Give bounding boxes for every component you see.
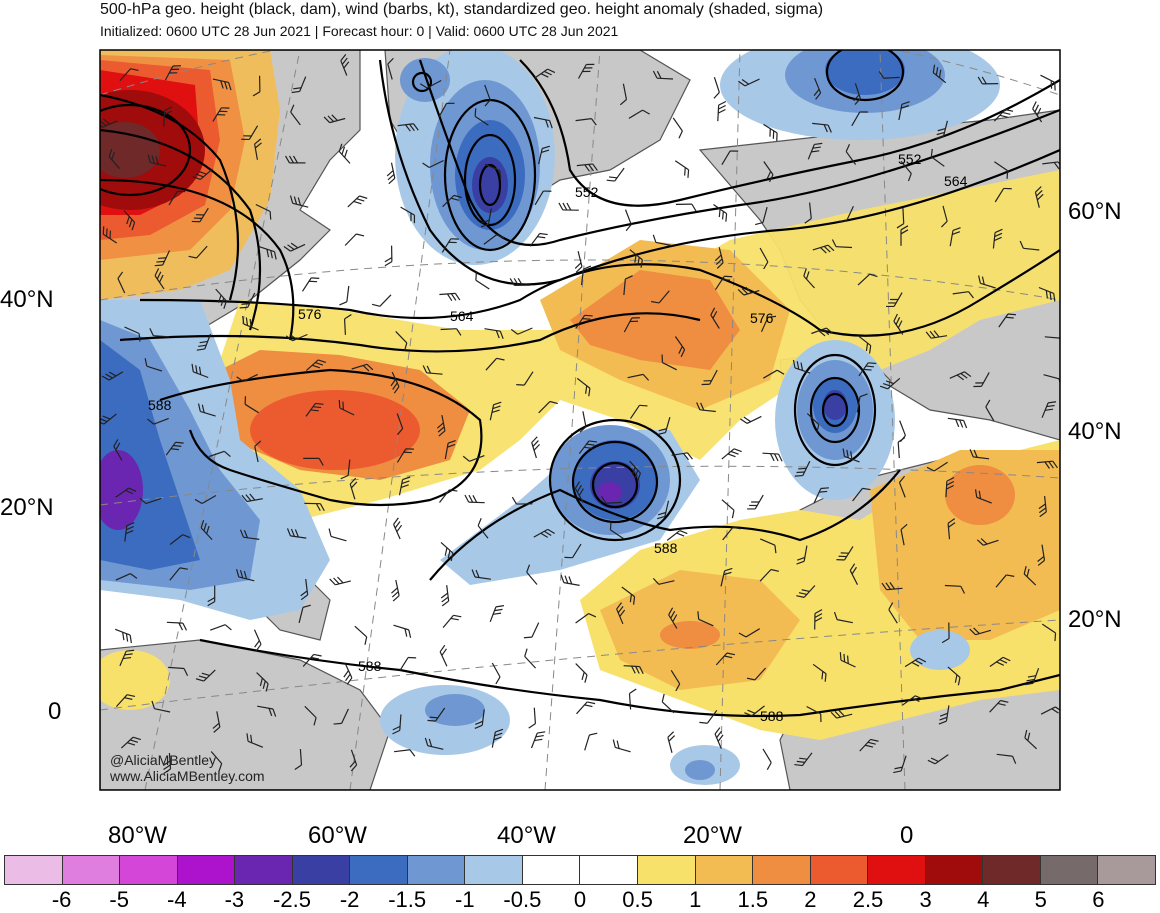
colorbar-swatch bbox=[1098, 856, 1155, 884]
colorbar-swatch bbox=[868, 856, 926, 884]
lon-label: 80°W bbox=[108, 824, 167, 848]
colorbar-tick-label: -5 bbox=[109, 887, 129, 913]
colorbar-tick-label: 0 bbox=[574, 887, 586, 913]
contour-label: 564 bbox=[450, 308, 474, 324]
colorbar-tick-label: -1.5 bbox=[388, 887, 426, 913]
contour-label: 552 bbox=[575, 184, 599, 200]
colorbar-tick-label: -3 bbox=[225, 887, 245, 913]
colorbar-swatch bbox=[178, 856, 236, 884]
watermark-handle: @AliciaMBentley bbox=[110, 752, 216, 768]
colorbar-swatch bbox=[638, 856, 696, 884]
lon-label: 40°W bbox=[497, 824, 556, 848]
contour-label: 564 bbox=[944, 173, 968, 189]
contour-label: 588 bbox=[358, 658, 382, 674]
anomaly-us-eastcoast-core bbox=[250, 390, 420, 470]
colorbar-swatch bbox=[1041, 856, 1099, 884]
colorbar-tick-label: 5 bbox=[1035, 887, 1047, 913]
contour-label: 588 bbox=[148, 397, 172, 413]
lat-label-right: 40°N bbox=[1068, 420, 1122, 444]
anomaly-greenland-small-low bbox=[400, 58, 450, 102]
colorbar-tick-label: 2.5 bbox=[853, 887, 884, 913]
colorbar bbox=[4, 855, 1156, 885]
colorbar-swatch bbox=[523, 856, 581, 884]
colorbar-swatch bbox=[293, 856, 351, 884]
contour-label: 588 bbox=[760, 708, 784, 724]
colorbar-tick-label: 1 bbox=[689, 887, 701, 913]
anomaly-southamerica-yellow bbox=[90, 650, 170, 710]
anomaly-africa-south-blue bbox=[910, 630, 970, 670]
colorbar-swatch bbox=[120, 856, 178, 884]
colorbar-swatch bbox=[811, 856, 869, 884]
colorbar-tick-label: 0.5 bbox=[622, 887, 653, 913]
colorbar-swatch bbox=[696, 856, 754, 884]
lat-label-right: 60°N bbox=[1068, 200, 1122, 224]
colorbar-tick-label: -0.5 bbox=[503, 887, 541, 913]
contour-label: 576 bbox=[298, 306, 322, 322]
colorbar-swatch bbox=[63, 856, 121, 884]
colorbar-swatch bbox=[926, 856, 984, 884]
colorbar-swatch bbox=[350, 856, 408, 884]
lat-label-right: 20°N bbox=[1068, 608, 1122, 632]
colorbar-swatch bbox=[235, 856, 293, 884]
colorbar-swatch bbox=[408, 856, 466, 884]
colorbar-labels: -6 -5 -4 -3 -2.5 -2 -1.5 -1 -0.5 0 0.5 1 1.5 2 2.5 3 4 5 6 bbox=[0, 887, 1160, 913]
lon-label: 60°W bbox=[308, 824, 367, 848]
colorbar-tick-label: -6 bbox=[52, 887, 72, 913]
colorbar-tick-label: 6 bbox=[1092, 887, 1104, 913]
lat-label-left: 20°N bbox=[0, 496, 54, 520]
colorbar-tick-label: -1 bbox=[455, 887, 475, 913]
weather-map: 552 552 564 564 576 576 588 588 588 588 bbox=[0, 0, 1160, 850]
lat-label-left: 0 bbox=[48, 700, 61, 724]
colorbar-tick-label: 4 bbox=[977, 887, 989, 913]
watermark-url: www.AliciaMBentley.com bbox=[110, 768, 265, 784]
lon-label: 20°W bbox=[683, 824, 742, 848]
contour-label: 552 bbox=[898, 151, 922, 167]
lat-label-left: 40°N bbox=[0, 288, 54, 312]
contour-label: 576 bbox=[750, 310, 774, 326]
contour-label: 588 bbox=[654, 540, 678, 556]
colorbar-tick-label: 2 bbox=[804, 887, 816, 913]
anomaly-subtropical-low-min bbox=[598, 482, 622, 502]
colorbar-tick-label: -2.5 bbox=[273, 887, 311, 913]
colorbar-tick-label: -4 bbox=[167, 887, 187, 913]
colorbar-swatch bbox=[983, 856, 1041, 884]
colorbar-swatch bbox=[580, 856, 638, 884]
anomaly-south-blue-core bbox=[685, 760, 715, 780]
colorbar-swatch bbox=[753, 856, 811, 884]
colorbar-tick-label: -2 bbox=[340, 887, 360, 913]
colorbar-tick-label: 1.5 bbox=[738, 887, 769, 913]
colorbar-tick-label: 3 bbox=[919, 887, 931, 913]
lon-label: 0 bbox=[900, 824, 913, 848]
colorbar-swatch bbox=[5, 856, 63, 884]
colorbar-swatch bbox=[465, 856, 523, 884]
